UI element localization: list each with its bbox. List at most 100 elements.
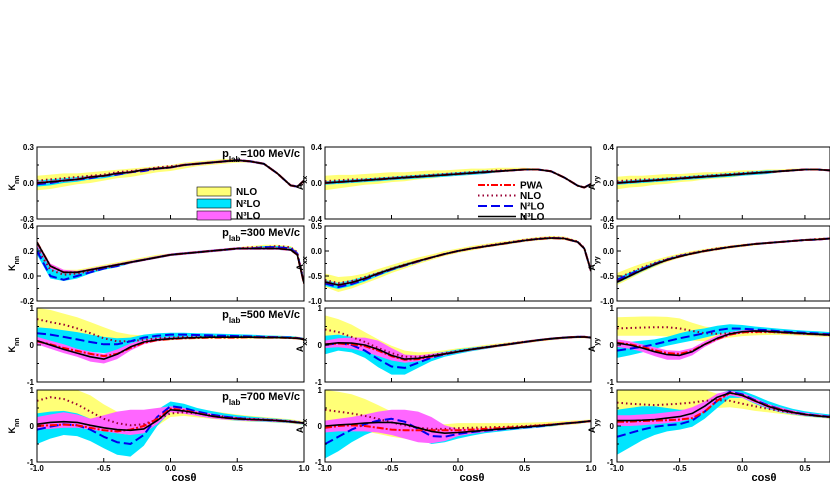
x-tick-label-3-2-3: 0.5 [799,464,811,473]
n2lo-band-2-0 [37,327,304,354]
nlo-line-1-2 [617,237,830,280]
y-axis-label-sub-0-0: nn [14,175,21,184]
n3lo-band-1-2 [617,237,830,283]
y-axis-label-sub-2-2: yy [594,338,601,346]
y-tick-label-0-0-0: -0.3 [20,215,34,224]
y-tick-label-1-1-3: 0.5 [311,222,323,231]
y-tick-label-3-1-2: 1 [318,386,323,395]
plab-val-2: =500 MeV/c [240,309,300,321]
n2lo-band-1-1 [325,237,591,289]
y-axis-label-sub-2-0: nn [14,337,21,346]
x-tick-label-3-0-1: -0.5 [97,464,111,473]
y-tick-label-0-1-2: 0.4 [311,143,323,152]
x-tick-label-3-1-1: -0.5 [385,464,399,473]
plab-sub-0: lab [229,155,241,164]
panel-1-0 [37,241,304,285]
plab-sub-3: lab [229,398,241,407]
y-tick-label-3-2-2: 1 [610,386,615,395]
y-axis-label-3-1: Axx [295,419,309,433]
band-legend-swatch-0 [196,186,232,197]
x-tick-label-3-1-4: 1.0 [585,464,597,473]
y-tick-label-3-1-1: 0 [318,422,323,431]
n3lo-line-0-2 [617,168,830,184]
plab-p-2: p [222,309,229,321]
y-axis-label-sub-0-2: yy [594,176,601,184]
y-axis-label-main-3-2: A [587,426,597,433]
y-tick-label-2-0-2: 1 [30,304,35,313]
pwa-line-3-1 [325,420,591,432]
panel-1-1 [325,236,591,292]
panel-3-2 [617,390,830,455]
y-axis-label-sub-3-1: xx [302,419,309,427]
y-axis-label-sub-1-0: nn [14,256,21,265]
n2lo-line-2-2 [617,327,830,352]
plab-val-3: =700 MeV/c [240,391,300,403]
y-axis-label-0-1: Axx [295,176,309,190]
plab-val-0: =100 MeV/c [240,148,300,160]
plab-val-1: =300 MeV/c [240,227,300,239]
x-tick-label-3-1-0: -1.0 [318,464,332,473]
n3lo-line-1-2 [617,237,830,283]
n3lo-line-0-0 [37,159,304,188]
x-tick-label-3-1-3: 0.5 [519,464,531,473]
y-axis-label-sub-1-1: xx [302,256,309,264]
y-tick-label-1-0-0: -0.2 [20,297,34,306]
y-tick-label-2-1-0: -1 [315,378,323,387]
y-tick-label-1-2-0: -1.0 [600,297,614,306]
band-legend-swatch-2 [196,210,232,221]
line-legend-label-2: N²LO [520,202,545,213]
y-tick-label-2-2-1: 0 [610,341,615,350]
n2lo-band-3-0 [37,401,304,457]
y-axis-label-3-2: Ayy [587,419,601,433]
n2lo-line-1-2 [617,237,830,281]
y-axis-label-1-2: Ayy [587,256,601,270]
panel-0-1 [325,167,591,191]
plab-p-1: p [222,227,229,239]
y-tick-label-0-0-1: 0.0 [23,179,35,188]
x-tick-label-3-2-0: -1.0 [610,464,624,473]
y-axis-label-1-0: Knn [7,256,21,271]
pwa-line-1-2 [617,237,830,283]
band-legend-swatch-1 [196,198,232,209]
nlo-band-3-2 [617,390,830,421]
plab-label-3: plab=700 MeV/c [222,391,300,407]
plab-label-0: plab=100 MeV/c [222,148,300,164]
n3lo-line-1-0 [37,241,304,284]
n3lo-line-2-2 [617,330,830,357]
y-tick-label-2-0-1: 0 [30,341,35,350]
n2lo-band-1-2 [617,237,830,284]
y-tick-label-1-1-2: 0.0 [311,247,323,256]
panel-2-2 [617,316,830,360]
y-tick-label-2-1-2: 1 [318,304,323,313]
x-tick-label-3-2-1: -0.5 [673,464,687,473]
y-tick-label-1-2-2: 0.0 [603,247,615,256]
y-axis-label-main-0-0: K [7,184,17,191]
y-axis-label-main-1-2: A [587,264,597,271]
y-axis-label-main-3-0: K [7,427,17,434]
plab-label-1: plab=300 MeV/c [222,227,300,243]
nlo-band-0-0 [37,159,304,191]
y-axis-label-sub-3-0: nn [14,418,21,427]
n3lo-line-3-0 [37,408,304,432]
line-legend-label-3: N³LO [520,212,545,223]
plab-label-2: plab=500 MeV/c [222,309,300,325]
y-axis-label-sub-3-2: yy [594,419,601,427]
y-tick-label-0-2-0: -0.4 [600,215,614,224]
n2lo-band-2-1 [325,334,591,375]
x-tick-label-3-0-3: 0.5 [232,464,244,473]
nlo-line-1-1 [325,236,591,284]
n3lo-line-3-1 [325,420,591,435]
line-legend-label-0: PWA [520,181,543,192]
panel-1-2 [617,237,830,285]
y-tick-label-3-1-0: -1 [315,458,323,467]
y-tick-label-1-0-3: 0.4 [23,222,35,231]
y-tick-label-0-1-1: 0.0 [311,179,323,188]
plab-p-0: p [222,148,229,160]
nlo-band-0-1 [325,167,591,191]
y-axis-label-2-0: Knn [7,337,21,352]
plab-sub-1: lab [229,234,241,243]
n3lo-band-2-2 [617,329,830,360]
band-legend-label-1: N²LO [236,199,261,210]
y-tick-label-0-2-2: 0.4 [603,143,615,152]
